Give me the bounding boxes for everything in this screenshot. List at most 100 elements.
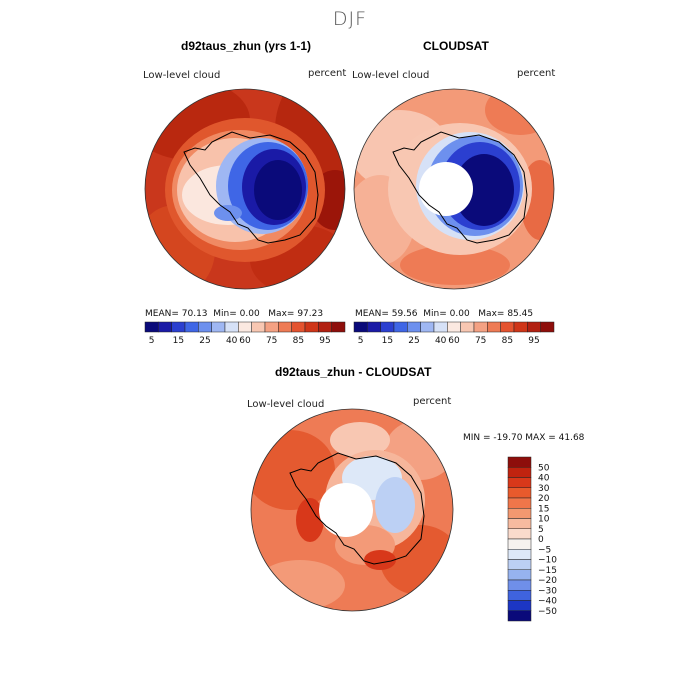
- diff-colorbar-swatch: [507, 600, 532, 611]
- diff-coastline: [289, 452, 425, 565]
- diff-colorbar-swatch: [507, 497, 532, 509]
- panel-2-colorbar-swatch: [433, 321, 448, 333]
- diff-colorbar-tick-label: −15: [538, 566, 557, 576]
- panel-1-colorbar-swatch: [331, 321, 346, 333]
- panel-2-colorbar-tick-label: 60: [448, 336, 460, 346]
- diff-colorbar-swatch: [507, 477, 532, 488]
- diff-colorbar-tick-label: 15: [538, 504, 549, 514]
- panel-2-units: percent: [517, 68, 556, 79]
- panel-2-mean: 59.56: [391, 309, 418, 319]
- panel-2-map-border: [353, 88, 555, 290]
- panel-1-coastline: [183, 131, 319, 244]
- panel-2-colorbar-swatch: [473, 321, 488, 333]
- panel-2-colorbar-swatch: [367, 321, 381, 333]
- panel-1-colorbar-tick-label: 95: [319, 336, 330, 346]
- diff-colorbar-swatch: [507, 456, 532, 468]
- panel-1-colorbar-swatch: [291, 321, 306, 333]
- panel-1-colorbar-swatch: [184, 321, 199, 333]
- diff-colorbar-swatch: [507, 569, 532, 581]
- panel-1-colorbar-tick-label: 60: [239, 336, 251, 346]
- panel-1-colorbar-swatch: [251, 321, 266, 333]
- diff-colorbar-swatch: [507, 467, 532, 478]
- diff-colorbar-swatch: [507, 538, 532, 550]
- panel-2-colorbar-swatch: [540, 321, 555, 333]
- panel-1-stats: MEAN= 70.13 Min= 0.00 Max= 97.23: [145, 309, 323, 319]
- diff-colorbar-swatch: [507, 487, 532, 499]
- panel-1-colorbar-tick-label: 75: [266, 336, 277, 346]
- diff-colorbar-swatch: [507, 610, 532, 622]
- mean-label: MEAN=: [145, 309, 179, 319]
- panel-1-colorbar: 5 15 25 40 60 75 85 95: [144, 321, 346, 346]
- panel-2-colorbar-swatch: [487, 321, 501, 333]
- diff-colorbar-swatch: [507, 549, 532, 560]
- panel-2-colorbar-swatch: [353, 321, 368, 333]
- panel-1-units: percent: [308, 68, 347, 79]
- panel-2-stats: MEAN= 59.56 Min= 0.00 Max= 85.45: [355, 309, 533, 319]
- panel-2-colorbar-swatch: [420, 321, 435, 333]
- panel-2-colorbar-swatch: [407, 321, 421, 333]
- panel-1-variable: Low-level cloud: [143, 70, 221, 81]
- panel-1-min: 0.00: [239, 309, 260, 319]
- diff-colorbar-swatch: [507, 508, 532, 519]
- diff-colorbar-tick-label: 30: [538, 484, 550, 494]
- diff-colorbar-tick-label: 10: [538, 515, 550, 525]
- panel-2-variable: Low-level cloud: [352, 70, 430, 81]
- panel-2-map: [354, 89, 554, 289]
- panel-1-title: d92taus_zhun (yrs 1-1): [181, 39, 312, 53]
- panel-1-colorbar-swatch: [198, 321, 212, 333]
- mean-label: MEAN=: [355, 309, 389, 319]
- panel-1-max: 97.23: [297, 309, 324, 319]
- diff-colorbar-tick-label: 40: [538, 474, 550, 484]
- diff-colorbar-tick-label: −5: [538, 545, 551, 555]
- diff-colorbar-swatch: [507, 579, 532, 591]
- diff-panel-units: percent: [413, 396, 452, 407]
- panel-1-colorbar-swatch: [224, 321, 239, 333]
- panel-1-colorbar-swatch: [278, 321, 292, 333]
- panel-2-title: CLOUDSAT: [423, 39, 489, 53]
- panel-2-colorbar-swatch: [380, 321, 395, 333]
- panel-2-colorbar-tick-label: 5: [358, 336, 364, 346]
- panel-2-colorbar-swatch: [447, 321, 461, 333]
- diff-colorbar-tick-label: −40: [538, 597, 557, 607]
- diff-colorbar-swatch: [507, 528, 532, 540]
- diff-colorbar-swatch: [507, 518, 532, 529]
- diff-map-border: [250, 408, 454, 612]
- panel-1-colorbar-swatch: [144, 321, 159, 333]
- panel-2-colorbar-tick-label: 95: [528, 336, 539, 346]
- diff-panel-title: d92taus_zhun - CLOUDSAT: [275, 365, 432, 379]
- panel-1-colorbar-swatch: [238, 321, 252, 333]
- panel-2-colorbar-swatch: [500, 321, 515, 333]
- season-title: DJF: [332, 8, 368, 30]
- panel-1-colorbar-tick-label: 85: [293, 336, 304, 346]
- panel-1-colorbar-swatch: [158, 321, 172, 333]
- diff-colorbar-tick-label: 50: [538, 463, 550, 473]
- diff-colorbar-tick-label: 0: [538, 535, 544, 545]
- diff-minmax: MIN = -19.70 MAX = 41.68: [463, 433, 585, 443]
- panel-2-max: 85.45: [507, 309, 534, 319]
- panel-1-colorbar-tick-label: 5: [149, 336, 155, 346]
- diff-colorbar-tick-label: −10: [538, 556, 557, 566]
- panel-1-colorbar-swatch: [171, 321, 186, 333]
- panel-2-colorbar-tick-label: 85: [502, 336, 513, 346]
- panel-1-colorbar-tick-label: 25: [199, 336, 210, 346]
- panel-1-map-border: [144, 88, 346, 290]
- panel-2-min: 0.00: [449, 309, 470, 319]
- panel-2-colorbar-swatch: [460, 321, 475, 333]
- panel-2-colorbar-swatch: [527, 321, 541, 333]
- panel-2-coastline: [392, 131, 528, 244]
- diff-colorbar-tick-label: −30: [538, 586, 557, 596]
- panel-2-colorbar-tick-label: 25: [408, 336, 419, 346]
- panel-2-colorbar-swatch: [393, 321, 408, 333]
- panel-2-colorbar: 5 15 25 40 60 75 85 95: [353, 321, 555, 346]
- diff-colorbar-tick-label: 5: [538, 525, 544, 535]
- diff-colorbar-tick-label: −20: [538, 576, 557, 586]
- panel-1-colorbar-swatch: [318, 321, 332, 333]
- diff-colorbar-swatch: [507, 590, 532, 601]
- diff-map: [251, 409, 453, 611]
- min-label: Min=: [213, 309, 237, 319]
- min-label: Min=: [423, 309, 447, 319]
- panel-1-colorbar-swatch: [304, 321, 319, 333]
- diff-colorbar-swatch: [507, 559, 532, 570]
